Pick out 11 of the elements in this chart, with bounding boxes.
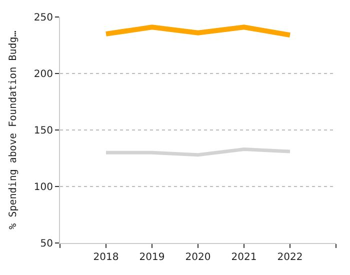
x-tick-label: 2020	[185, 252, 211, 263]
x-tick-label: 2022	[277, 252, 303, 263]
y-tick-label: 50	[40, 238, 53, 250]
y-tick-label: 200	[34, 69, 53, 80]
y-tick-label: 150	[34, 126, 53, 136]
y-tick-label: 250	[34, 12, 53, 24]
x-tick-label: 2021	[231, 252, 257, 263]
x-tick-label: 2019	[139, 252, 165, 263]
y-axis-title: % Spending above Foundation Budg…	[8, 30, 19, 230]
x-tick-label: 2018	[93, 252, 119, 263]
y-tick-label: 100	[34, 182, 53, 193]
